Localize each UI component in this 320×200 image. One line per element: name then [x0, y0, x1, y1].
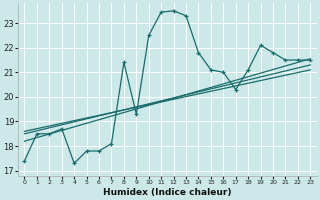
- X-axis label: Humidex (Indice chaleur): Humidex (Indice chaleur): [103, 188, 232, 197]
